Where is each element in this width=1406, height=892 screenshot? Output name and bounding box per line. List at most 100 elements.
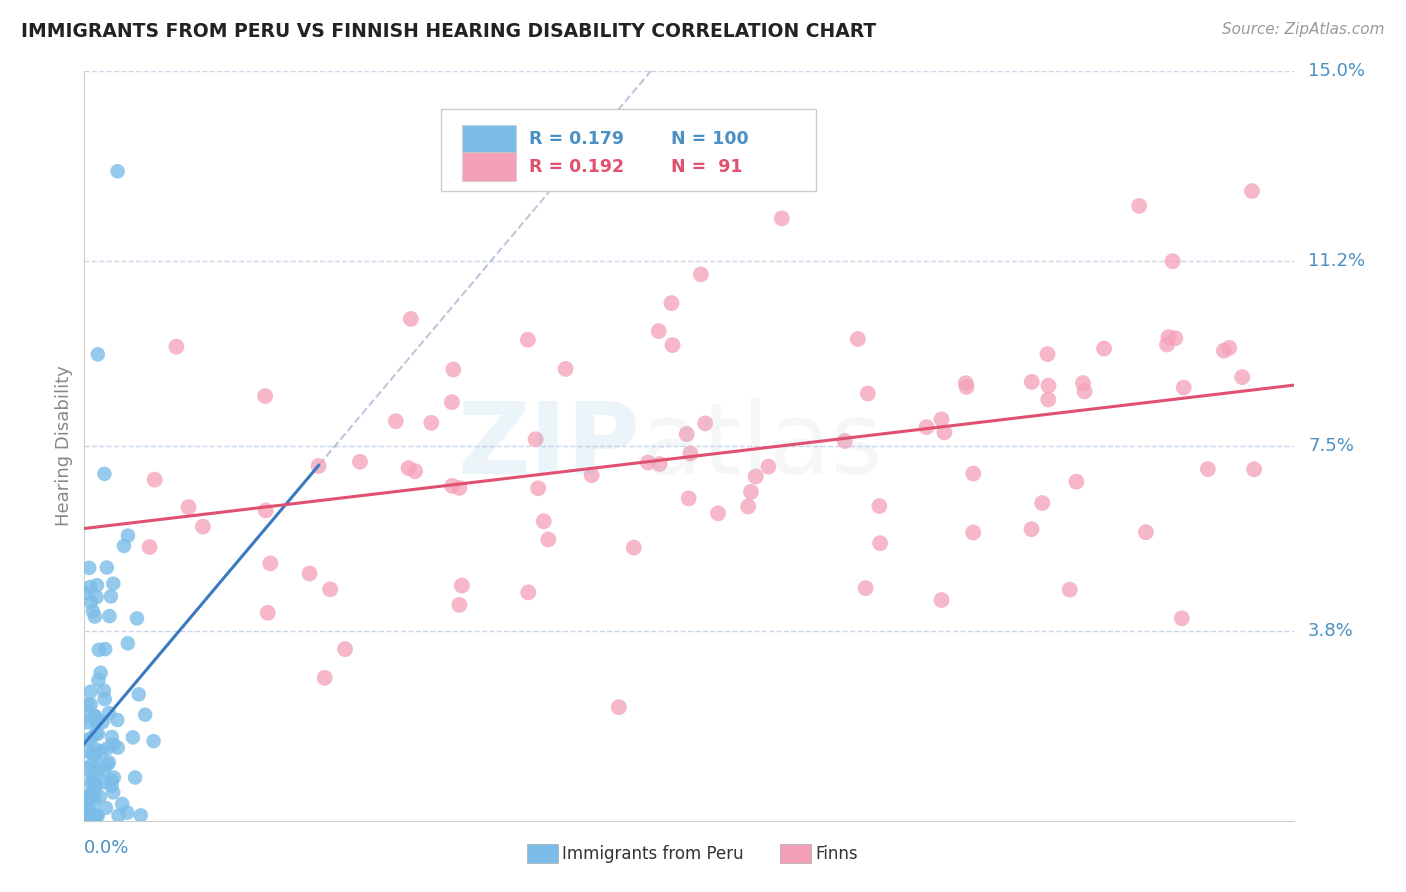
Point [79, 789, 101, 803]
Point [84, 727, 107, 741]
Point [79, 580, 101, 594]
Point [1128, 199, 1150, 213]
Point [527, 481, 550, 495]
Point [1218, 341, 1240, 355]
Point [79, 684, 101, 698]
Point [349, 455, 371, 469]
Point [745, 469, 768, 483]
Point [661, 296, 683, 310]
Point [75, 586, 97, 600]
Point [737, 500, 759, 514]
Point [637, 456, 659, 470]
Point [177, 500, 200, 514]
Point [675, 427, 697, 442]
Point [84, 808, 107, 822]
Point [1157, 330, 1180, 344]
Point [82, 604, 104, 618]
Point [90, 665, 112, 680]
Point [80, 698, 103, 712]
Point [962, 467, 984, 481]
Point [259, 557, 281, 571]
Point [449, 598, 471, 612]
Point [93, 692, 115, 706]
FancyBboxPatch shape [461, 125, 516, 153]
Point [695, 417, 717, 431]
Point [77, 808, 100, 822]
Point [76, 698, 98, 712]
Point [75, 805, 97, 820]
Point [1031, 496, 1053, 510]
Text: R = 0.179: R = 0.179 [529, 130, 624, 148]
Point [855, 581, 877, 595]
Point [112, 539, 135, 553]
Point [254, 503, 277, 517]
Point [1038, 378, 1060, 392]
Point [134, 707, 156, 722]
Point [77, 808, 100, 822]
Point [84, 714, 107, 729]
Point [80, 757, 103, 772]
Point [107, 164, 129, 178]
Point [75, 708, 97, 723]
Point [191, 519, 214, 533]
Point [516, 333, 538, 347]
Point [129, 808, 152, 822]
Point [80, 808, 103, 822]
FancyBboxPatch shape [461, 153, 516, 181]
Point [122, 731, 145, 745]
Point [1021, 522, 1043, 536]
Point [117, 805, 139, 820]
Point [661, 338, 683, 352]
Point [314, 671, 336, 685]
Point [100, 779, 122, 793]
Point [87, 764, 110, 778]
Point [1092, 342, 1115, 356]
Point [1071, 376, 1094, 391]
Point [96, 757, 118, 772]
Point [1243, 462, 1265, 476]
Point [83, 609, 105, 624]
Point [1021, 375, 1043, 389]
Point [93, 763, 115, 777]
Text: atlas: atlas [641, 398, 882, 494]
Point [931, 412, 953, 426]
Point [111, 797, 134, 811]
Text: 7.5%: 7.5% [1308, 437, 1354, 455]
Point [82, 773, 104, 788]
Point [441, 479, 464, 493]
Point [86, 578, 108, 592]
Point [84, 755, 107, 769]
Point [89, 789, 111, 804]
Point [100, 590, 122, 604]
Point [75, 744, 97, 758]
Point [1038, 392, 1060, 407]
Point [1066, 475, 1088, 489]
Point [107, 808, 129, 822]
Text: ZIP: ZIP [458, 398, 641, 494]
Point [77, 808, 100, 822]
Point [125, 611, 148, 625]
Point [84, 747, 107, 761]
Point [79, 791, 101, 805]
Text: Immigrants from Peru: Immigrants from Peru [562, 845, 744, 863]
Point [82, 768, 104, 782]
Point [75, 789, 97, 804]
Point [103, 785, 125, 799]
Point [581, 468, 603, 483]
Point [868, 499, 890, 513]
Point [254, 389, 277, 403]
Point [87, 347, 110, 361]
Point [398, 461, 420, 475]
Text: 0.0%: 0.0% [84, 839, 129, 857]
Point [84, 808, 107, 822]
Text: 11.2%: 11.2% [1308, 252, 1365, 270]
Text: N =  91: N = 91 [671, 158, 742, 176]
Point [834, 434, 856, 448]
Point [931, 593, 953, 607]
Point [84, 742, 107, 756]
Point [80, 595, 103, 609]
Point [76, 794, 98, 808]
Point [84, 779, 107, 793]
Point [82, 782, 104, 797]
Point [86, 808, 108, 822]
